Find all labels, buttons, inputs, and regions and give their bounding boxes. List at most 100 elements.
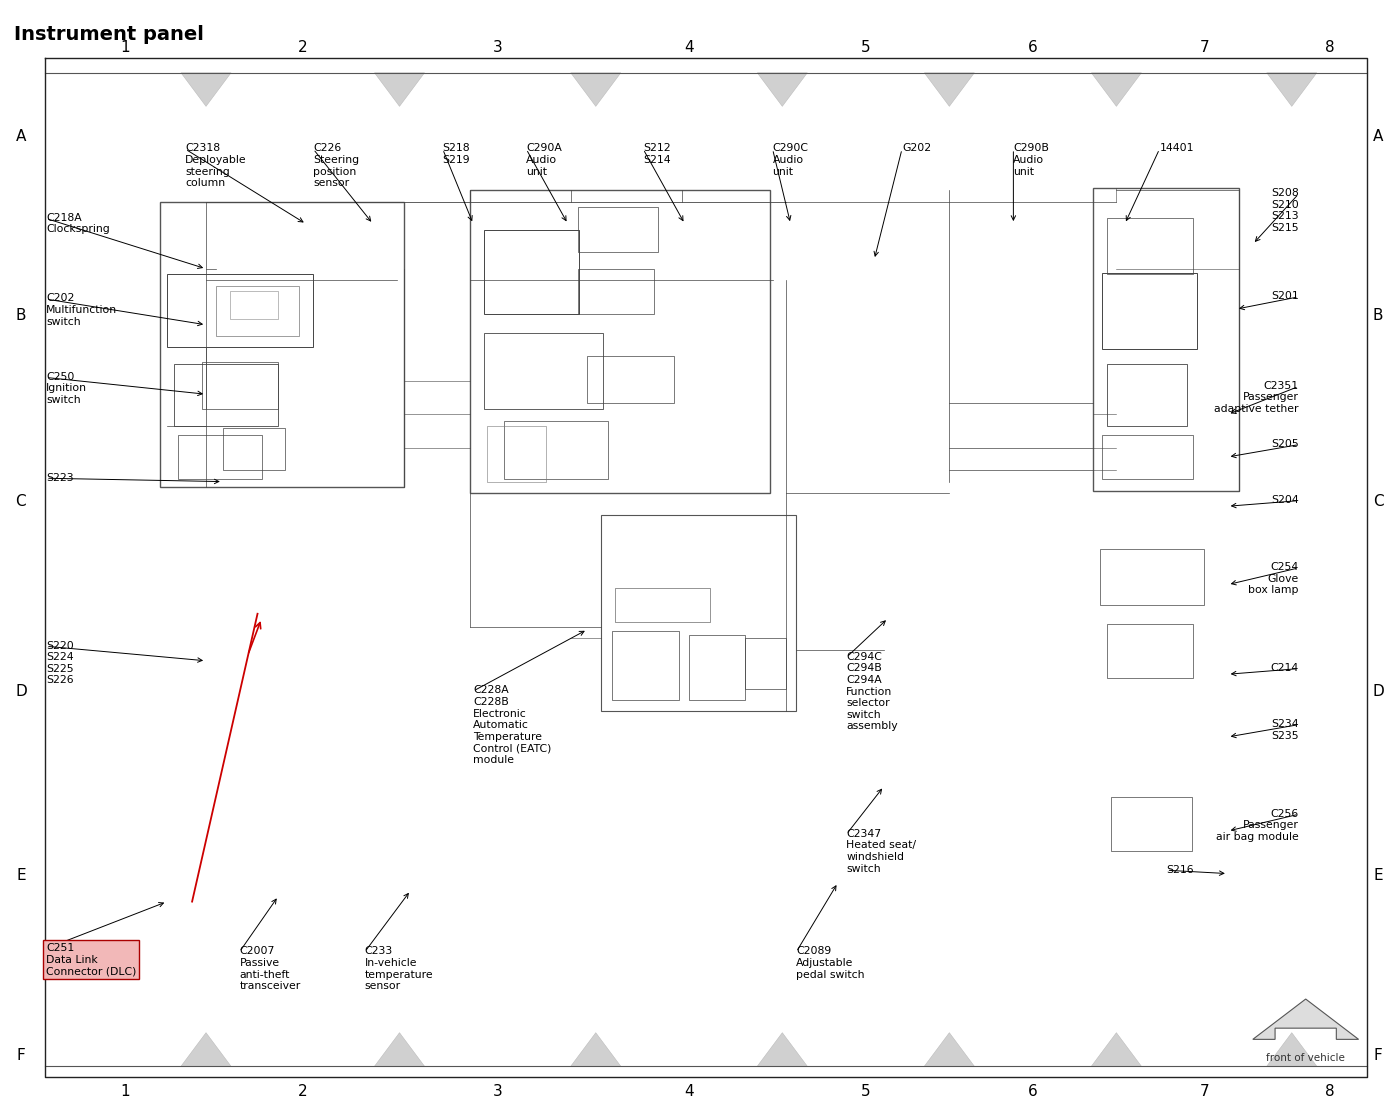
Text: S234
S235: S234 S235 (1271, 719, 1299, 740)
Bar (587, 356, 674, 403)
Text: C202
Multifunction
switch: C202 Multifunction switch (46, 293, 117, 327)
Polygon shape (1091, 73, 1141, 106)
Text: S218
S219: S218 S219 (443, 143, 470, 165)
Text: S223: S223 (46, 473, 74, 483)
Bar (216, 286, 299, 336)
Text: 14401: 14401 (1160, 143, 1194, 153)
Bar (470, 190, 770, 493)
Text: 2: 2 (298, 1084, 308, 1100)
Bar (1102, 273, 1197, 349)
Text: C: C (1373, 494, 1384, 510)
Bar (1107, 218, 1193, 274)
Text: F: F (1374, 1047, 1382, 1063)
Polygon shape (757, 1033, 807, 1066)
Text: F: F (17, 1047, 25, 1063)
Polygon shape (374, 73, 425, 106)
Text: C2351
Passenger
adaptive tether: C2351 Passenger adaptive tether (1214, 381, 1299, 414)
Text: 6: 6 (1027, 39, 1038, 55)
Text: D: D (15, 683, 26, 699)
Text: S205: S205 (1271, 439, 1299, 449)
Polygon shape (1267, 1033, 1317, 1066)
Bar (601, 515, 796, 711)
Text: C2318
Deployable
steering
column: C2318 Deployable steering column (185, 143, 246, 188)
Text: C226
Steering
position
sensor: C226 Steering position sensor (313, 143, 359, 188)
Polygon shape (757, 73, 807, 106)
Text: D: D (1373, 683, 1384, 699)
Text: S220
S224
S225
S226: S220 S224 S225 S226 (46, 641, 74, 685)
Bar (484, 333, 603, 409)
Text: 3: 3 (493, 1084, 503, 1100)
Text: A: A (15, 129, 26, 144)
Text: 8: 8 (1325, 1084, 1334, 1100)
Polygon shape (924, 1033, 974, 1066)
Text: C2089
Adjustable
pedal switch: C2089 Adjustable pedal switch (796, 946, 864, 980)
Polygon shape (181, 1033, 231, 1066)
Polygon shape (1091, 1033, 1141, 1066)
Polygon shape (181, 73, 231, 106)
Text: 3: 3 (493, 39, 503, 55)
Text: S216: S216 (1166, 865, 1194, 875)
Polygon shape (924, 73, 974, 106)
Text: C290A
Audio
unit: C290A Audio unit (526, 143, 562, 177)
Text: 5: 5 (862, 1084, 870, 1100)
Text: C2007
Passive
anti-theft
transceiver: C2007 Passive anti-theft transceiver (239, 946, 301, 991)
Bar (1102, 435, 1193, 479)
Polygon shape (571, 1033, 621, 1066)
Text: C233
In-vehicle
temperature
sensor: C233 In-vehicle temperature sensor (365, 946, 433, 991)
Text: C250
Ignition
switch: C250 Ignition switch (46, 372, 86, 405)
Text: C218A
Clockspring: C218A Clockspring (46, 213, 110, 234)
Text: C2347
Heated seat/
windshield
switch: C2347 Heated seat/ windshield switch (846, 829, 916, 874)
Polygon shape (571, 73, 621, 106)
Polygon shape (374, 1033, 425, 1066)
Bar (160, 202, 404, 487)
Text: Instrument panel: Instrument panel (14, 25, 203, 44)
Text: C294C
C294B
C294A
Function
selector
switch
assembly: C294C C294B C294A Function selector swit… (846, 652, 898, 731)
Text: C254
Glove
box lamp: C254 Glove box lamp (1249, 562, 1299, 596)
Text: front of vehicle: front of vehicle (1267, 1053, 1345, 1063)
Text: E: E (17, 868, 25, 884)
Bar (615, 588, 710, 622)
Bar (1093, 188, 1239, 491)
Text: C256
Passenger
air bag module: C256 Passenger air bag module (1217, 809, 1299, 842)
Bar (612, 631, 679, 700)
Text: 6: 6 (1027, 1084, 1038, 1100)
Text: C: C (15, 494, 26, 510)
Text: S208
S210
S213
S215: S208 S210 S213 S215 (1271, 188, 1299, 233)
Text: C214: C214 (1271, 663, 1299, 673)
Text: 4: 4 (685, 1084, 693, 1100)
Text: 5: 5 (862, 39, 870, 55)
Text: B: B (15, 308, 26, 324)
Text: G202: G202 (902, 143, 931, 153)
Bar (174, 364, 278, 426)
Bar (745, 638, 786, 689)
Text: B: B (1373, 308, 1384, 324)
Text: C290B
Audio
unit: C290B Audio unit (1013, 143, 1050, 177)
Text: A: A (1373, 129, 1384, 144)
Text: S201: S201 (1271, 291, 1299, 301)
Bar (484, 230, 579, 314)
Bar (167, 274, 313, 347)
Bar (1100, 549, 1204, 605)
Text: S204: S204 (1271, 495, 1299, 505)
Text: 2: 2 (298, 39, 308, 55)
Text: C228A
C228B
Electronic
Automatic
Temperature
Control (EATC)
module: C228A C228B Electronic Automatic Tempera… (473, 685, 551, 765)
Text: E: E (1374, 868, 1382, 884)
Bar (578, 207, 658, 252)
Polygon shape (1267, 73, 1317, 106)
Bar (1107, 364, 1187, 426)
Bar (1107, 624, 1193, 678)
Bar (487, 426, 546, 482)
Text: C251
Data Link
Connector (DLC): C251 Data Link Connector (DLC) (46, 943, 136, 977)
Text: 7: 7 (1200, 1084, 1208, 1100)
Bar (223, 428, 285, 470)
Polygon shape (1253, 999, 1359, 1039)
Bar (178, 435, 262, 479)
Bar (1111, 797, 1192, 851)
Bar (689, 635, 745, 700)
Text: C290C
Audio
unit: C290C Audio unit (773, 143, 809, 177)
Bar (504, 421, 608, 479)
Text: S212
S214: S212 S214 (643, 143, 671, 165)
Bar (202, 362, 278, 409)
Text: 1: 1 (121, 39, 129, 55)
Text: 4: 4 (685, 39, 693, 55)
